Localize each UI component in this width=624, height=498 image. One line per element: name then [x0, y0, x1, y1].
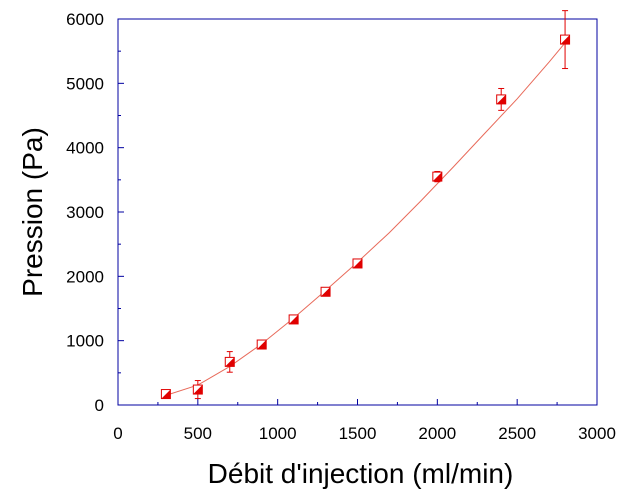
data-point-fill — [193, 385, 203, 395]
x-axis-title: Débit d'injection (ml/min) — [208, 458, 514, 489]
x-tick-label: 2500 — [498, 424, 536, 443]
y-tick-label: 5000 — [66, 74, 104, 93]
x-tick-label: 2000 — [418, 424, 456, 443]
tick-labels: 0 500 1000 1500 2000 2500 3000 0 1000 2000 3000 400… — [66, 10, 616, 443]
x-tick-label: 1000 — [259, 424, 297, 443]
plot-area-frame — [117, 18, 598, 406]
data-point-fill — [161, 389, 171, 399]
y-tick-label: 2000 — [66, 267, 104, 286]
y-axis-title: Pression (Pa) — [17, 127, 48, 297]
data-point-fill — [257, 340, 267, 350]
axis-ticks — [117, 18, 598, 406]
data-point-fill — [353, 258, 362, 268]
y-tick-label: 3000 — [66, 203, 104, 222]
y-tick-label: 1000 — [66, 332, 104, 351]
fit-line — [165, 42, 566, 396]
data-points — [160, 10, 571, 400]
x-tick-label: 0 — [113, 424, 122, 443]
data-point-fill — [496, 94, 506, 104]
data-point-fill — [289, 314, 299, 324]
data-point-fill — [225, 357, 235, 367]
y-tick-label: 4000 — [66, 139, 104, 158]
x-tick-label: 500 — [184, 424, 212, 443]
x-tick-label: 1500 — [339, 424, 377, 443]
data-point-fill — [560, 35, 570, 45]
y-tick-label: 0 — [95, 396, 104, 415]
y-tick-label: 6000 — [66, 10, 104, 29]
x-tick-label: 3000 — [578, 424, 616, 443]
data-point-fill — [432, 172, 442, 182]
data-point-fill — [321, 287, 331, 297]
